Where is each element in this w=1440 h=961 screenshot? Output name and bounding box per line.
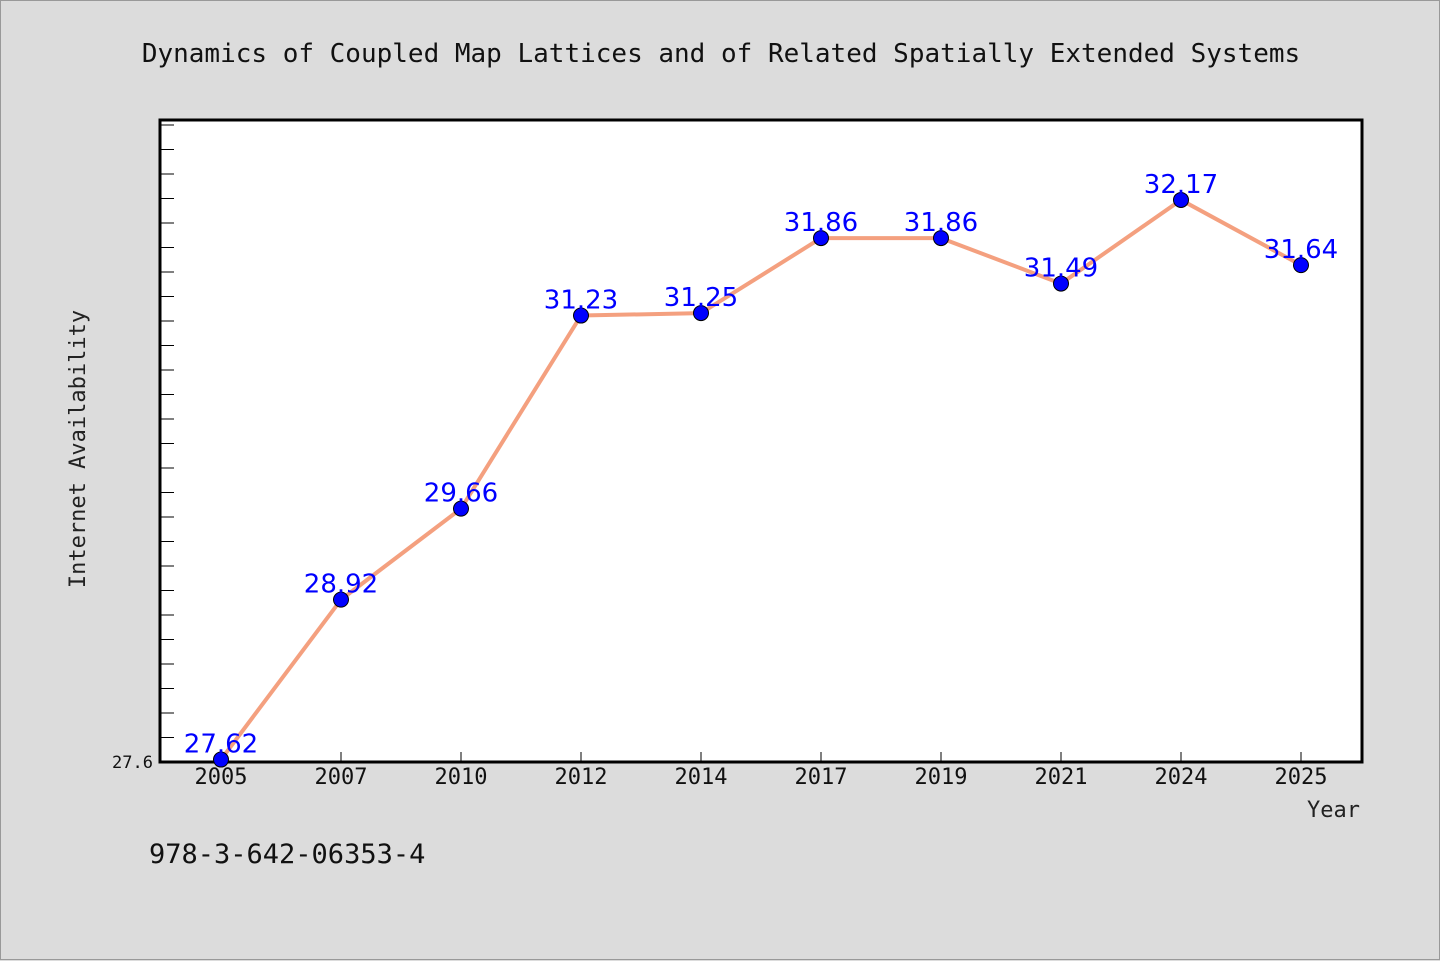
data-markers (213, 191, 1309, 768)
x-tick-label: 2012 (555, 765, 608, 790)
x-tick-label: 2019 (915, 765, 968, 790)
data-label: 31.23 (544, 286, 618, 316)
data-point (933, 230, 949, 247)
plot-area (158, 118, 1364, 764)
data-label: 31.64 (1264, 235, 1338, 265)
data-label: 31.49 (1024, 254, 1098, 284)
y-axis-ticks (160, 124, 174, 738)
data-point (813, 230, 829, 247)
x-tick-label: 2005 (195, 765, 248, 790)
y-axis-label: Internet Availability (66, 310, 91, 588)
data-label: 27.62 (184, 730, 258, 760)
x-tick-label: 2014 (675, 765, 728, 790)
data-label: 29.66 (424, 479, 498, 509)
data-point (1293, 257, 1309, 274)
data-point (333, 591, 349, 608)
data-point (1053, 275, 1069, 292)
data-point (573, 307, 589, 324)
data-point (453, 500, 469, 517)
x-axis-ticks: 2005 2007 2010 2012 2014 2017 2019 2021 2024 2025 (195, 752, 1328, 790)
data-point (213, 751, 229, 768)
y-tick-label: 27.6 (112, 753, 153, 773)
x-tick-label: 2017 (795, 765, 848, 790)
data-label: 31.86 (904, 208, 978, 238)
x-tick-label: 2007 (315, 765, 368, 790)
data-point (693, 305, 709, 322)
data-label: 32.17 (1144, 170, 1218, 200)
x-axis-label: Year (1307, 798, 1360, 823)
x-tick-label: 2010 (435, 765, 488, 790)
data-label: 31.86 (784, 208, 858, 238)
x-tick-label: 2025 (1275, 765, 1328, 790)
footer-isbn: 978-3-642-06353-4 (149, 839, 425, 870)
x-tick-label: 2024 (1155, 765, 1208, 790)
data-point (1173, 191, 1189, 208)
data-label: 28.92 (304, 570, 378, 600)
x-tick-label: 2021 (1035, 765, 1088, 790)
series-line (219, 197, 1302, 761)
chart-title: Dynamics of Coupled Map Lattices and of … (142, 39, 1300, 69)
data-labels: 27.62 28.92 29.66 31.23 31.25 31.86 31.86 31.49… (184, 170, 1338, 760)
data-label: 31.25 (664, 283, 738, 313)
